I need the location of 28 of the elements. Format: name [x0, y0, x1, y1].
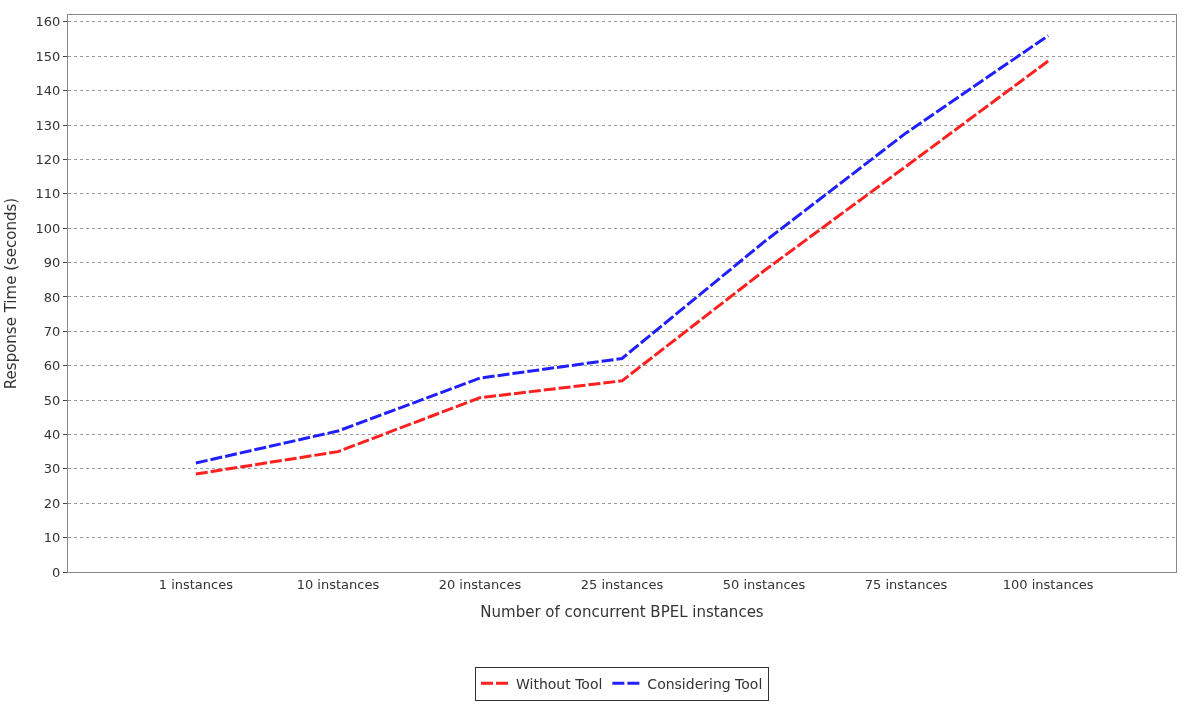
y-axis-title: Response Time (seconds): [1, 197, 20, 390]
y-tick-label: 110: [35, 186, 61, 202]
y-tick-label: 70: [43, 323, 61, 339]
y-tick-label: 100: [35, 220, 61, 236]
y-tick-label: 90: [43, 255, 61, 271]
x-tick-label: 100 instances: [1002, 576, 1094, 592]
y-tick-label: 130: [35, 117, 61, 133]
y-tick-label: 20: [43, 495, 61, 511]
x-tick-label: 10 instances: [296, 576, 380, 592]
y-tick-label: 140: [35, 83, 61, 99]
y-tick-label: 160: [35, 14, 61, 30]
x-axis-title: Number of concurrent BPEL instances: [480, 602, 764, 621]
x-tick-label: 50 instances: [722, 576, 806, 592]
y-tick-label: 30: [43, 461, 61, 477]
x-tick-label: 1 instances: [158, 576, 234, 592]
y-tick-label: 0: [52, 564, 61, 580]
x-tick-label: 25 instances: [580, 576, 664, 592]
x-tick-label: 75 instances: [864, 576, 948, 592]
legend-label: Without Tool: [516, 675, 603, 692]
y-tick-label: 150: [35, 48, 61, 64]
y-tick-label: 40: [43, 427, 61, 443]
x-tick-label: 20 instances: [438, 576, 522, 592]
y-tick-label: 60: [43, 358, 61, 374]
y-tick-label: 50: [43, 392, 61, 408]
y-tick-label: 10: [43, 530, 61, 546]
y-tick-label: 80: [43, 289, 61, 305]
legend-label: Considering Tool: [647, 675, 763, 692]
y-tick-label: 120: [35, 151, 61, 167]
